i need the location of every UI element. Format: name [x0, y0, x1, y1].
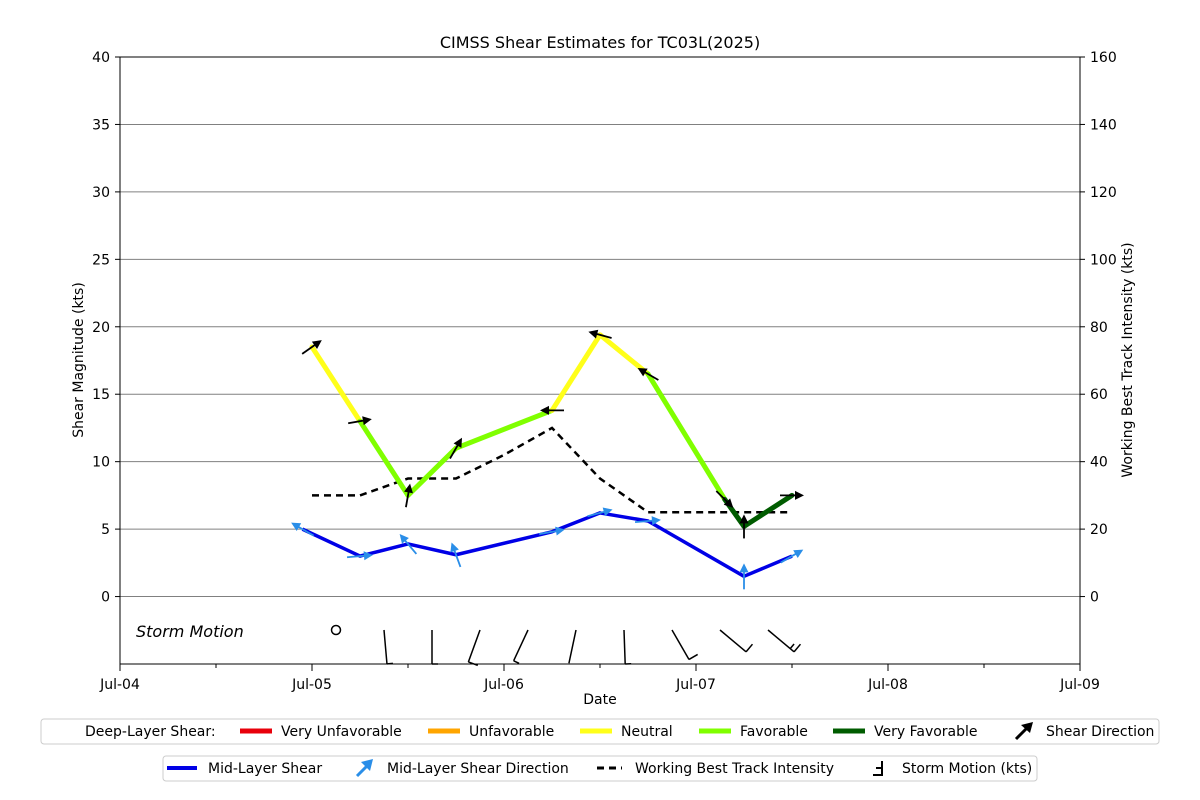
deep-shear-arrow [540, 405, 564, 415]
y2-tick-label: 120 [1090, 185, 1117, 201]
chart-title: CIMSS Shear Estimates for TC03L(2025) [440, 33, 760, 52]
storm-motion-series [330, 624, 802, 667]
deep-shear-arrow [301, 340, 322, 355]
storm-motion-barb [512, 629, 529, 665]
y2-axis-label: Working Best Track Intensity (kts) [1120, 242, 1136, 477]
deep-shear-arrow [404, 483, 413, 508]
mid-shear-arrow [739, 563, 749, 590]
y-tick-label: 25 [92, 252, 110, 268]
legend-item-label: Unfavorable [469, 724, 554, 740]
deep-shear-arrow [637, 367, 659, 381]
y-tick-label: 10 [92, 455, 110, 471]
y-tick-label: 40 [92, 50, 110, 66]
deep-shear-arrow [739, 514, 749, 539]
x-tick-label: Jul-06 [483, 677, 524, 693]
legend-mid-shear-label: Mid-Layer Shear [208, 761, 322, 777]
mid-layer-shear-series [291, 507, 804, 590]
x-tick-label: Jul-09 [1059, 677, 1100, 693]
y2-tick-label: 0 [1090, 590, 1099, 606]
intensity-line [312, 426, 792, 514]
y2-tick-label: 100 [1090, 252, 1117, 268]
y-axis-ticks: 0 5 10 15 20 25 30 35 40 [92, 50, 120, 606]
deep-shear-segment [741, 492, 795, 529]
mid-shear-arrow [399, 533, 418, 555]
y2-tick-label: 40 [1090, 455, 1108, 471]
mid-shear-arrow [780, 549, 804, 564]
shear-direction-icon [1014, 722, 1033, 741]
storm-motion-label: Storm Motion [136, 622, 244, 641]
deep-shear-segment [405, 445, 459, 498]
legend-deep-title: Deep-Layer Shear: [85, 724, 216, 740]
storm-motion-barb [568, 629, 577, 664]
mid-shear-arrow [634, 516, 661, 526]
legend-item-label: Very Unfavorable [281, 724, 402, 740]
mid-shear-arrow [587, 507, 613, 518]
best-track-intensity-series [312, 426, 792, 514]
legend-item-label: Favorable [740, 724, 808, 740]
deep-shear-arrow [715, 490, 734, 508]
y-tick-label: 5 [101, 522, 110, 538]
storm-motion-barb [671, 629, 699, 661]
y-tick-label: 0 [101, 590, 110, 606]
deep-shear-segment [357, 418, 411, 498]
y2-axis-ticks: 0 20 40 60 80 100 120 140 160 [1080, 50, 1117, 606]
gridlines [120, 56, 1080, 598]
mid-shear-arrow [346, 551, 373, 561]
legend-deep-layer: Deep-Layer Shear: Very Unfavorable Unfavo… [40, 718, 1160, 745]
deep-shear-arrow [588, 329, 612, 339]
storm-motion-barb [431, 630, 438, 665]
legend-intensity-label: Working Best Track Intensity [635, 761, 834, 777]
mid-shear-direction-icon [355, 759, 373, 778]
legend-mid-dir-label: Mid-Layer Shear Direction [387, 761, 569, 777]
storm-motion-calm [330, 624, 342, 636]
storm-motion-barb [719, 629, 754, 653]
legend-mid-layer: Mid-Layer Shear Mid-Layer Shear Directio… [162, 755, 1038, 782]
y-tick-label: 15 [92, 387, 110, 403]
legend-item-label: Very Favorable [874, 724, 978, 740]
deep-shear-segment [309, 344, 363, 424]
y2-tick-label: 20 [1090, 522, 1108, 538]
deep-shear-segment [645, 371, 728, 502]
x-axis-label: Date [583, 692, 616, 708]
storm-motion-barb [383, 629, 394, 665]
mid-shear-line [301, 511, 793, 579]
x-tick-label: Jul-07 [675, 677, 716, 693]
x-tick-label: Jul-05 [291, 677, 332, 693]
y-tick-label: 20 [92, 320, 110, 336]
y2-tick-label: 160 [1090, 50, 1117, 66]
legend-item-label: Neutral [621, 724, 673, 740]
deep-layer-shear-series [301, 329, 804, 539]
y-tick-label: 30 [92, 185, 110, 201]
deep-shear-arrow [449, 437, 462, 460]
storm-motion-barb [467, 629, 481, 667]
legend-shear-direction-label: Shear Direction [1046, 724, 1154, 740]
mid-shear-arrow [450, 542, 462, 568]
x-tick-label: Jul-08 [867, 677, 908, 693]
y2-tick-label: 60 [1090, 387, 1108, 403]
y2-tick-label: 80 [1090, 320, 1108, 336]
y-axis-label: Shear Magnitude (kts) [71, 282, 87, 438]
x-axis-ticks: Jul-04 Jul-05 Jul-06 Jul-07 Jul-08 Jul-09 [99, 664, 1100, 693]
y2-tick-label: 140 [1090, 117, 1117, 133]
storm-motion-barb [767, 629, 802, 653]
storm-motion-barb [623, 629, 632, 665]
deep-shear-segment [453, 407, 555, 451]
deep-shear-arrow [780, 490, 804, 500]
legend-motion-label: Storm Motion (kts) [902, 761, 1032, 777]
y-tick-label: 35 [92, 117, 110, 133]
deep-shear-segment [549, 332, 603, 413]
deep-shear-arrow [348, 416, 372, 426]
mid-shear-arrow [539, 526, 565, 536]
mid-shear-arrow [291, 522, 315, 537]
plot-frame [119, 56, 1081, 665]
deep-shear-segment [597, 332, 651, 377]
x-tick-label: Jul-04 [99, 677, 140, 693]
storm-motion-barb-icon [873, 761, 883, 776]
